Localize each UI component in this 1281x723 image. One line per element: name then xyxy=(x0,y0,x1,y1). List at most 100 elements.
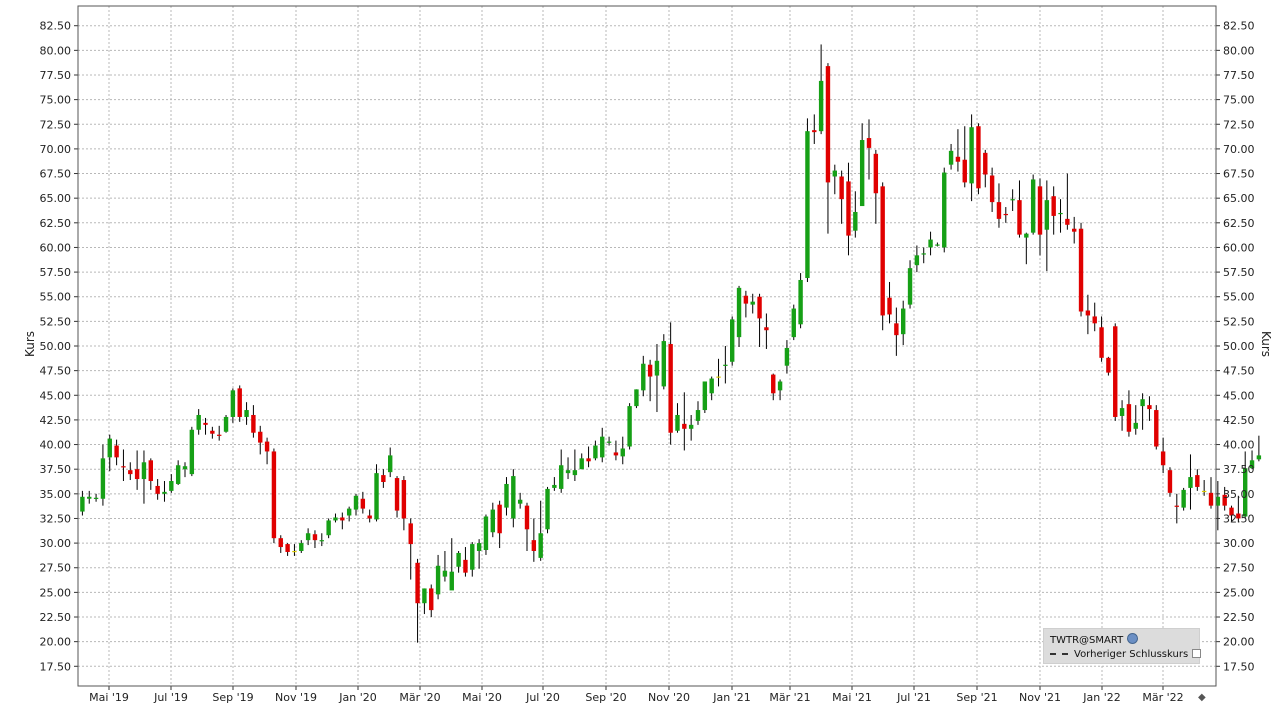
candle xyxy=(1017,180,1022,238)
candle xyxy=(476,539,482,569)
x-tick-label: Sep '19 xyxy=(212,691,253,704)
candle xyxy=(880,182,885,331)
y-axis-title-right: Kurs xyxy=(1259,331,1273,357)
candle-body xyxy=(1222,494,1227,506)
candle-body xyxy=(1092,316,1097,324)
y-tick-label-left: 72.50 xyxy=(40,118,72,131)
candle-body xyxy=(415,562,420,604)
candle xyxy=(189,426,195,477)
candle-body xyxy=(921,253,926,255)
candle-body xyxy=(1078,228,1084,312)
y-tick-label-right: 35.00 xyxy=(1223,488,1255,501)
candle xyxy=(839,170,844,224)
candle xyxy=(784,340,790,374)
candle xyxy=(976,123,981,195)
candle-body xyxy=(559,465,564,489)
candle xyxy=(121,449,126,482)
y-tick-label-right: 52.50 xyxy=(1223,315,1255,328)
y-tick-label-right: 80.00 xyxy=(1223,44,1255,57)
candle xyxy=(593,440,598,461)
candle xyxy=(210,426,215,439)
candle xyxy=(559,449,564,493)
candle xyxy=(743,290,749,318)
candle xyxy=(825,63,831,234)
candle-body xyxy=(128,470,133,475)
candle xyxy=(203,417,208,435)
candle xyxy=(1085,294,1091,335)
candle-body xyxy=(490,509,495,533)
candle-body xyxy=(914,255,920,266)
candle xyxy=(832,164,837,195)
candle xyxy=(812,114,817,144)
candle-body xyxy=(702,381,708,411)
y-tick-label-left: 22.50 xyxy=(40,611,72,624)
candle-body xyxy=(777,381,783,391)
candle-body xyxy=(346,508,352,516)
candle xyxy=(1044,180,1050,272)
candle-body xyxy=(497,504,502,534)
candle-body xyxy=(408,523,413,545)
candle-body xyxy=(470,544,475,570)
candle-body xyxy=(1147,405,1152,410)
candle xyxy=(435,554,441,600)
y-tick-label-right: 17.50 xyxy=(1223,660,1255,673)
candle xyxy=(408,518,413,580)
candle-body xyxy=(600,436,605,458)
previous-close-checkbox[interactable] xyxy=(1192,649,1202,658)
candle xyxy=(1092,302,1097,332)
candle xyxy=(641,355,646,397)
candle-body xyxy=(586,458,591,462)
candle-body xyxy=(305,533,311,541)
candle xyxy=(87,490,92,504)
chart-legend[interactable]: TWTR@SMART Vorheriger Schlusskurs xyxy=(1043,628,1202,664)
candle xyxy=(730,316,735,366)
candle xyxy=(1174,493,1179,524)
candle-body xyxy=(1215,496,1221,506)
candle xyxy=(962,126,967,188)
candle-body xyxy=(613,452,619,456)
candle-body xyxy=(552,484,557,488)
legend-symbol-row: TWTR@SMART xyxy=(1050,633,1139,646)
candle-body xyxy=(1167,470,1173,493)
candle xyxy=(1229,505,1234,522)
y-tick-label-right: 45.00 xyxy=(1223,389,1255,402)
y-tick-label-left: 67.50 xyxy=(40,168,72,181)
y-tick-label-right: 82.50 xyxy=(1223,20,1255,33)
candle xyxy=(312,530,318,549)
candle-body xyxy=(182,466,188,470)
candle xyxy=(326,518,331,539)
candle-body xyxy=(688,424,694,429)
globe-icon[interactable] xyxy=(1127,633,1139,644)
y-tick-label-right: 70.00 xyxy=(1223,143,1255,156)
x-tick-label: Mär '21 xyxy=(769,691,810,704)
candle xyxy=(866,119,872,180)
x-tick-label: Jul '20 xyxy=(525,691,560,704)
y-axis-title-left: Kurs xyxy=(23,331,37,357)
y-tick-label-right: 67.50 xyxy=(1223,168,1255,181)
candle xyxy=(128,462,133,481)
x-tick-label: Mär '20 xyxy=(399,691,440,704)
candle-body xyxy=(832,170,837,177)
y-tick-label-left: 32.50 xyxy=(40,512,72,525)
candle xyxy=(764,313,769,349)
scroll-right-icon[interactable]: ◆ xyxy=(1198,692,1206,703)
candle-body xyxy=(784,347,790,366)
candle-body xyxy=(456,552,461,567)
candle xyxy=(901,300,906,346)
candle xyxy=(1256,435,1262,462)
candle xyxy=(1201,480,1207,496)
candle xyxy=(531,518,537,562)
grid-lines xyxy=(78,6,1216,686)
candle-body xyxy=(312,534,318,541)
y-tick-label-left: 42.50 xyxy=(40,414,72,427)
candle xyxy=(182,462,188,478)
candle-body xyxy=(928,239,933,248)
candle xyxy=(470,542,475,577)
y-tick-label-left: 80.00 xyxy=(40,44,72,57)
candle xyxy=(873,149,879,224)
candle-body xyxy=(1188,477,1193,488)
y-tick-label-right: 60.00 xyxy=(1223,241,1255,254)
y-tick-label-right: 37.50 xyxy=(1223,463,1255,476)
candle-body xyxy=(716,376,721,378)
candle-body xyxy=(258,431,263,443)
